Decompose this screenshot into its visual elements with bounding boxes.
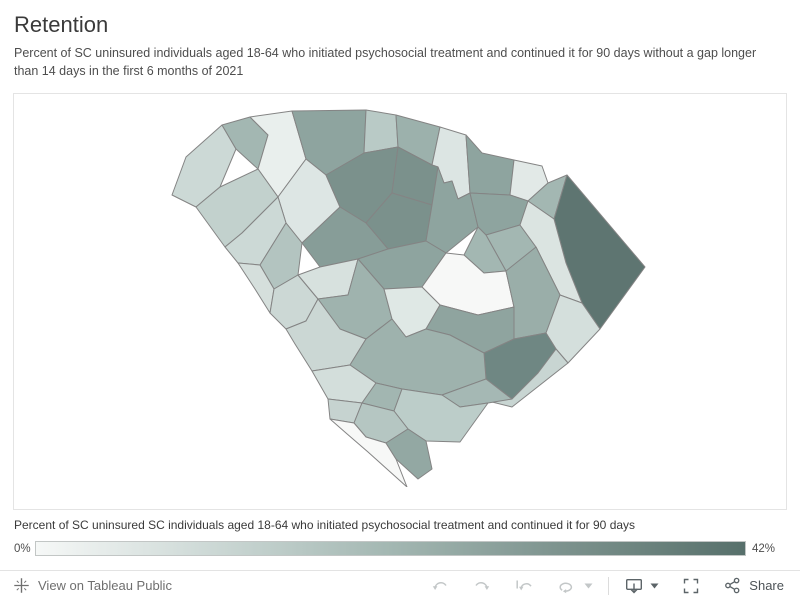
legend-gradient: [35, 541, 746, 556]
download-button[interactable]: [624, 576, 644, 596]
fullscreen-button[interactable]: [681, 576, 701, 596]
share-label: Share: [749, 578, 784, 593]
legend-title: Percent of SC uninsured SC individuals a…: [14, 518, 636, 532]
county-cherokee[interactable]: Cherokee: 15%: [363, 109, 399, 154]
undo-button[interactable]: [430, 576, 450, 596]
tableau-toolbar: View on Tableau Public: [0, 570, 800, 600]
refresh-button[interactable]: [556, 576, 576, 596]
share-button[interactable]: Share: [723, 576, 784, 595]
view-on-tableau-label: View on Tableau Public: [38, 578, 172, 593]
color-legend: 0% 42%: [14, 540, 786, 557]
toolbar-separator: [608, 576, 610, 595]
toolbar-actions: Share: [430, 576, 800, 596]
page-title: Retention: [14, 12, 109, 37]
county-beaufort[interactable]: Beaufort: 24%: [385, 428, 433, 480]
download-caret-button[interactable]: [650, 583, 659, 589]
county-chesterfield[interactable]: Chesterfield: 26%: [465, 134, 515, 196]
legend-max-label: 42%: [752, 542, 776, 555]
tableau-logo-icon: [13, 577, 30, 594]
refresh-caret-button[interactable]: [584, 583, 593, 589]
revert-button[interactable]: [514, 576, 534, 596]
sc-county-map: Oconee: 11%Pickens: 20%Greenville: 3%Spa…: [171, 109, 646, 487]
legend-min-label: 0%: [14, 542, 31, 555]
view-on-tableau-link[interactable]: View on Tableau Public: [0, 577, 172, 594]
redo-button[interactable]: [472, 576, 492, 596]
page-subtitle: Percent of SC uninsured individuals aged…: [14, 46, 757, 79]
